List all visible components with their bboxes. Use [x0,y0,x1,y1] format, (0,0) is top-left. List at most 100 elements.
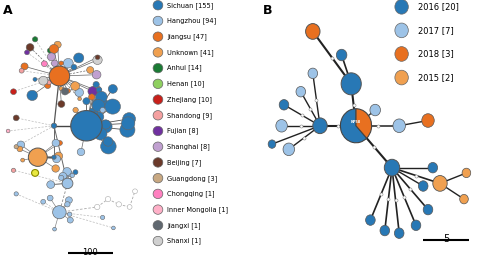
Circle shape [313,118,327,134]
Circle shape [153,63,163,73]
Text: Inner Mongolia [1]: Inner Mongolia [1] [168,206,228,213]
Circle shape [153,79,163,89]
Circle shape [122,117,135,130]
Circle shape [77,148,85,156]
Circle shape [59,172,67,180]
Circle shape [67,217,73,223]
Circle shape [66,171,72,177]
Circle shape [153,126,163,136]
Circle shape [49,66,70,86]
Text: Unknown [41]: Unknown [41] [168,49,214,56]
Text: Shanghai [8]: Shanghai [8] [168,143,210,150]
Circle shape [59,87,63,91]
Circle shape [32,170,38,176]
Circle shape [14,192,18,196]
Circle shape [66,89,70,93]
Circle shape [418,181,428,191]
Circle shape [88,86,98,96]
Circle shape [39,76,48,85]
Circle shape [42,61,48,67]
Circle shape [14,145,18,149]
Circle shape [28,148,48,166]
Circle shape [108,85,118,93]
Circle shape [100,139,116,154]
Circle shape [52,139,60,147]
Circle shape [93,56,102,64]
Text: Beijing [7]: Beijing [7] [168,159,202,166]
Circle shape [63,167,72,176]
Circle shape [17,146,22,152]
Circle shape [21,63,28,70]
Circle shape [52,165,60,172]
Text: Chongqing [1]: Chongqing [1] [168,190,215,197]
Circle shape [153,142,163,151]
Text: 2015 [2]: 2015 [2] [418,73,454,82]
Circle shape [58,141,62,145]
Text: 2017 [7]: 2017 [7] [418,26,454,35]
Circle shape [153,1,163,10]
Circle shape [70,82,80,90]
Circle shape [380,225,390,236]
Circle shape [27,90,38,101]
Circle shape [153,158,163,167]
Circle shape [283,143,294,156]
Circle shape [19,68,24,73]
Circle shape [83,98,90,105]
Circle shape [93,111,98,116]
Circle shape [54,152,62,160]
Text: Shanxi [1]: Shanxi [1] [168,238,202,244]
Circle shape [92,70,101,79]
Text: Sichuan [155]: Sichuan [155] [168,2,214,9]
Text: Shandong [9]: Shandong [9] [168,112,212,119]
Circle shape [52,155,60,163]
Circle shape [74,53,84,63]
Text: Jiangxi [1]: Jiangxi [1] [168,222,201,229]
Circle shape [52,155,56,159]
Circle shape [71,64,77,70]
Text: 2018 [3]: 2018 [3] [418,50,454,58]
Circle shape [153,16,163,26]
Circle shape [94,204,100,210]
Circle shape [306,24,320,39]
Circle shape [153,48,163,57]
Circle shape [336,49,347,61]
Circle shape [104,138,109,143]
Text: Anhui [14]: Anhui [14] [168,65,202,72]
Circle shape [153,205,163,214]
Circle shape [91,85,102,95]
Text: Fujian [8]: Fujian [8] [168,128,198,134]
Circle shape [88,94,95,100]
Circle shape [58,101,65,107]
Circle shape [52,206,66,219]
Circle shape [92,99,100,107]
Circle shape [73,107,78,113]
Wedge shape [340,109,366,143]
Circle shape [32,37,38,42]
Circle shape [112,226,116,230]
Text: Zhejiang [10]: Zhejiang [10] [168,96,212,103]
Wedge shape [356,109,372,138]
Circle shape [268,140,276,148]
Text: B: B [262,4,272,17]
Circle shape [460,194,468,204]
Circle shape [94,114,100,119]
Circle shape [48,48,53,53]
Circle shape [66,197,72,204]
Circle shape [47,195,53,201]
Circle shape [89,108,98,116]
Circle shape [433,176,447,191]
Circle shape [462,168,470,178]
Circle shape [103,137,113,146]
Circle shape [58,175,64,180]
Circle shape [47,80,52,85]
Circle shape [153,32,163,41]
Text: Jiangsu [47]: Jiangsu [47] [168,33,207,40]
Circle shape [428,162,438,173]
Circle shape [70,173,74,178]
Circle shape [279,100,289,110]
Circle shape [153,111,163,120]
Text: Guangdong [3]: Guangdong [3] [168,175,218,182]
Circle shape [153,95,163,104]
Circle shape [276,119,287,132]
Circle shape [93,81,100,88]
